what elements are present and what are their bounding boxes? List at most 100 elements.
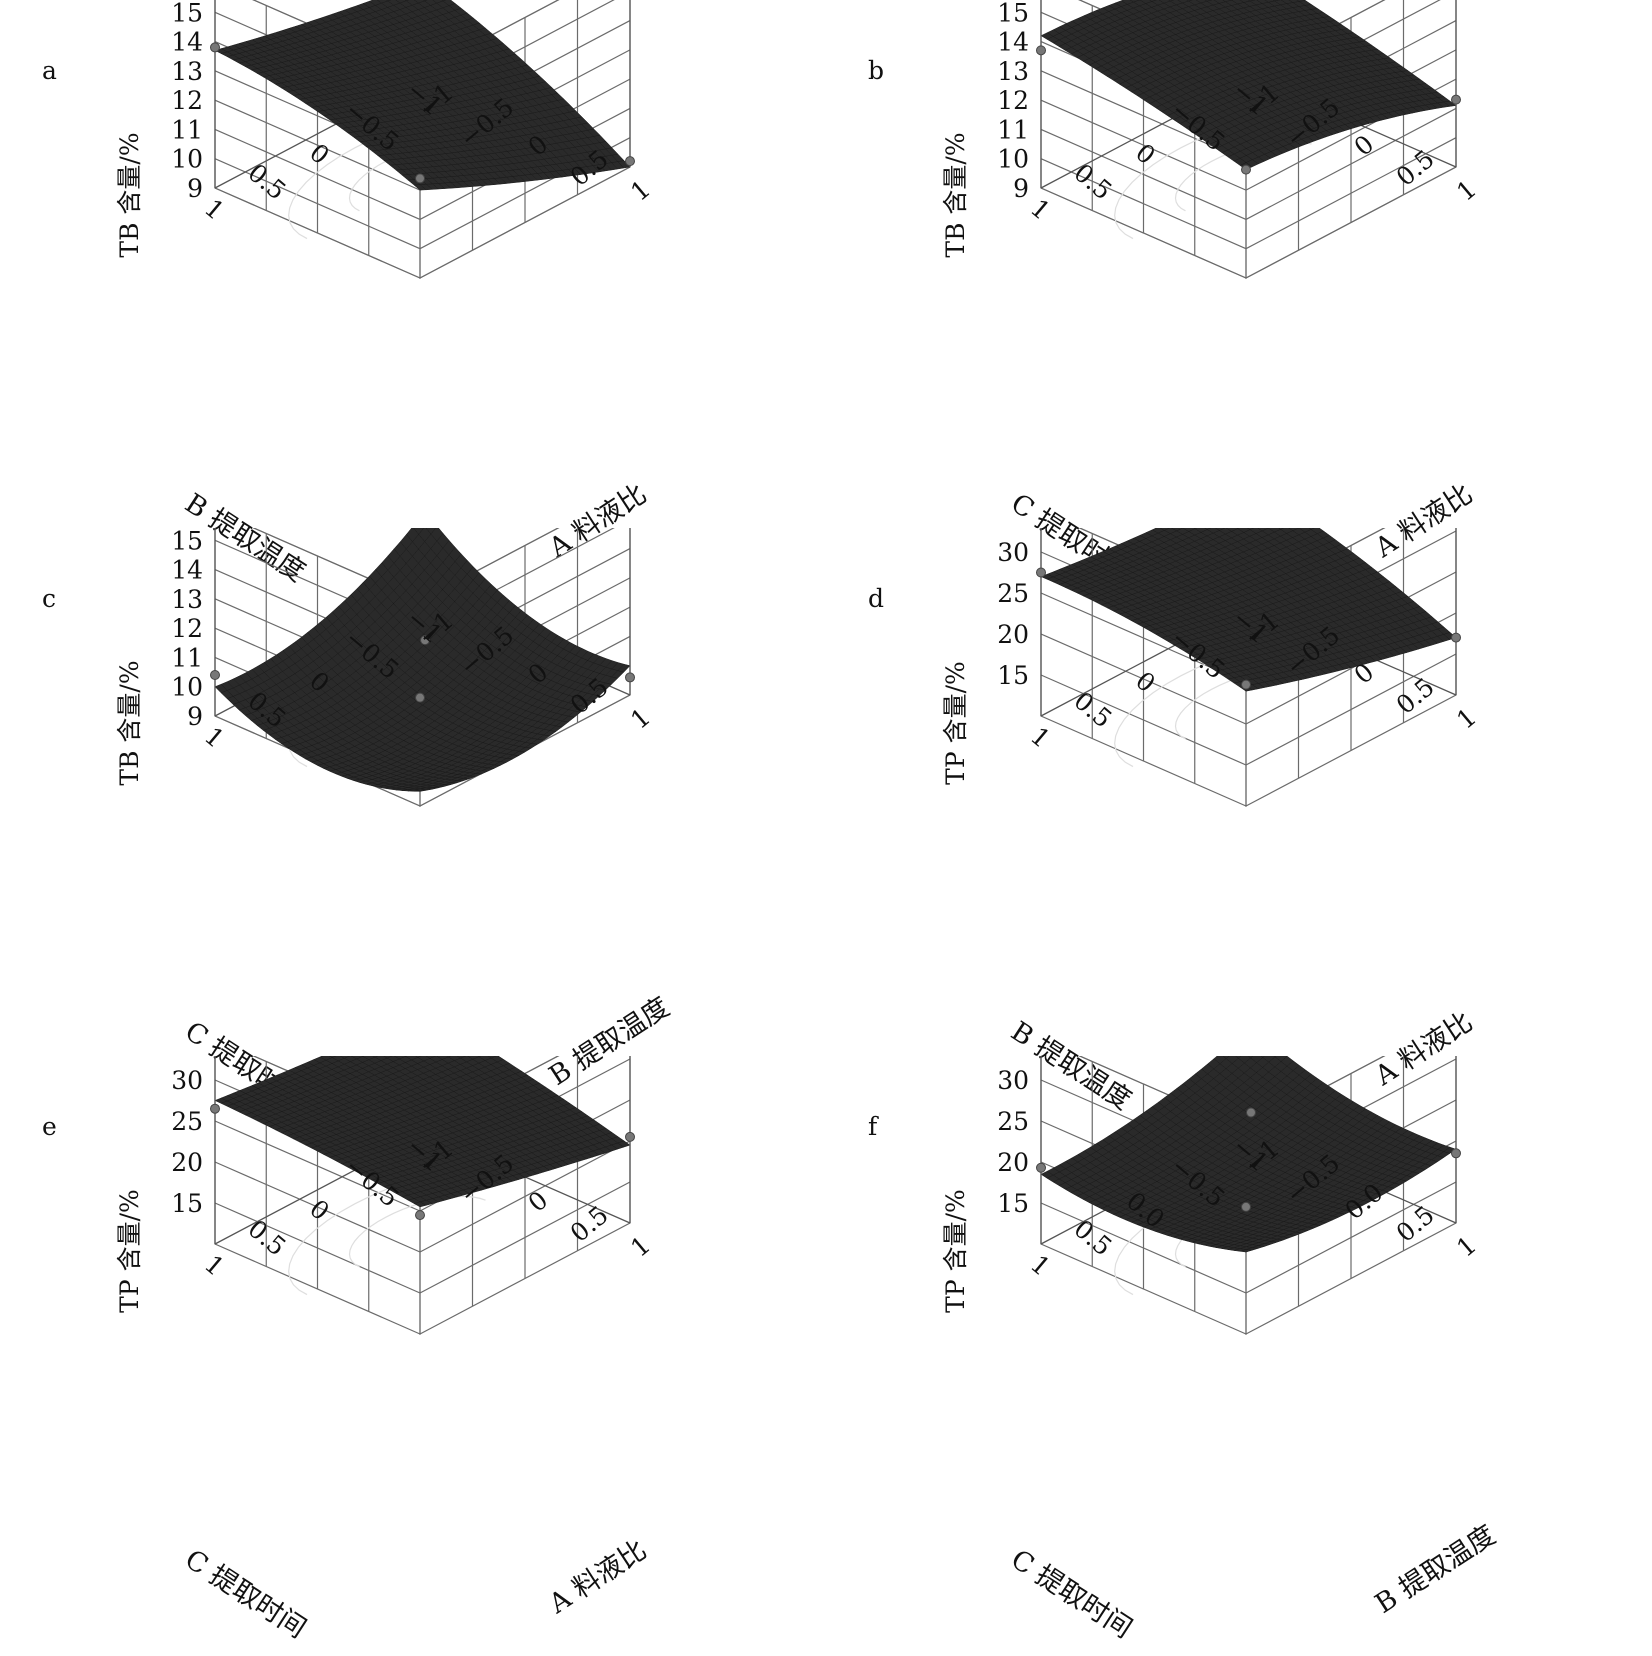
- y-tick-label: 0.5: [1068, 158, 1117, 206]
- z-tick-label: 30: [997, 538, 1029, 567]
- z-axis-label: TP 含量/%: [941, 661, 970, 785]
- chart-panel-f: 353025201510.50.0−0.5−1−1−0.50.00.51fTP …: [826, 1056, 1652, 1645]
- design-point: [1241, 679, 1251, 690]
- wall-gridline: [1040, 107, 1457, 221]
- y-tick-label: 1: [199, 1249, 230, 1281]
- panel-letter: c: [42, 584, 57, 613]
- panel-letter: e: [42, 1112, 57, 1141]
- wall-gridline: [214, 1140, 631, 1253]
- response-surface: [214, 0, 631, 191]
- z-tick-label: 15: [171, 1189, 203, 1218]
- y-tick-label: 1: [199, 721, 230, 753]
- z-tick-label: 9: [187, 702, 203, 731]
- surface-plot-d: 353025201510.50−0.5−1−1−0.500.51: [997, 528, 1482, 807]
- design-point: [625, 672, 635, 683]
- x-tick-label: 0: [523, 1185, 554, 1217]
- z-tick-label: 14: [171, 556, 203, 585]
- y-tick-label: 0: [304, 1194, 335, 1226]
- chart-panel-c: 16151413121110910.50−0.5−1−1−0.500.51cTB…: [0, 528, 826, 1117]
- wall-gridline: [1040, 653, 1457, 766]
- design-point: [625, 1131, 635, 1142]
- design-point: [1451, 632, 1461, 643]
- x-tick-label: 1: [1451, 174, 1482, 206]
- y-tick-label: 0.5: [242, 158, 291, 206]
- z-tick-label: 11: [997, 115, 1029, 144]
- surface-plot-f: 353025201510.50.0−0.5−1−1−0.50.00.51: [997, 1056, 1482, 1335]
- design-point: [415, 1210, 425, 1221]
- z-tick-label: 9: [187, 174, 203, 203]
- z-tick-label: 13: [171, 585, 203, 614]
- design-point: [1036, 567, 1046, 578]
- wall-gridline: [214, 694, 631, 807]
- chart-panel-b: 16151413121110910.50−0.5−1−1−0.500.51bTB…: [826, 0, 1652, 589]
- y-tick-label: 0.5: [1068, 686, 1117, 734]
- z-tick-label: 12: [171, 86, 203, 115]
- design-point: [415, 692, 425, 703]
- x-tick-label: 1: [1451, 1230, 1482, 1262]
- x-tick-label: 1: [625, 702, 656, 734]
- design-point: [1451, 94, 1461, 105]
- panel-letter: a: [42, 56, 57, 85]
- design-point: [1246, 1107, 1256, 1118]
- z-tick-label: 25: [997, 1107, 1029, 1136]
- x-tick-label: 0.5: [1391, 672, 1440, 720]
- z-tick-label: 14: [997, 28, 1029, 57]
- wall-gridline: [1040, 137, 1457, 250]
- z-axis-label: TB 含量/%: [115, 660, 144, 786]
- wall-gridline: [1040, 166, 1457, 279]
- z-tick-label: 30: [171, 1066, 203, 1095]
- design-point: [1036, 1162, 1046, 1173]
- x-tick-label: 0.5: [1391, 144, 1440, 192]
- z-tick-label: 25: [171, 1107, 203, 1136]
- y-tick-label: 0.5: [242, 1214, 291, 1262]
- response-surface: [214, 528, 631, 792]
- z-tick-label: 11: [171, 115, 203, 144]
- panel-letter: b: [868, 56, 885, 85]
- y-tick-label: 1: [1025, 193, 1056, 225]
- y-tick-label: 1: [1025, 721, 1056, 753]
- design-point: [1241, 1201, 1251, 1212]
- z-tick-label: 15: [997, 0, 1029, 27]
- z-tick-label: 30: [997, 1066, 1029, 1095]
- x-tick-label: 1: [625, 174, 656, 206]
- design-point: [1451, 1148, 1461, 1159]
- response-surface: [214, 1056, 631, 1208]
- z-tick-label: 15: [171, 528, 203, 555]
- z-tick-label: 20: [997, 620, 1029, 649]
- x-tick-label: 0: [1349, 129, 1380, 161]
- z-tick-label: 20: [171, 1148, 203, 1177]
- z-axis-label: TB 含量/%: [941, 132, 970, 258]
- y-tick-label: 1: [1025, 1249, 1056, 1281]
- x-tick-label: 0.5: [565, 1200, 614, 1248]
- z-tick-label: 14: [171, 28, 203, 57]
- z-tick-label: 10: [997, 145, 1029, 174]
- surface-plot-a: 16151413121110910.50−0.5−1−1−0.500.51: [171, 0, 656, 279]
- y-tick-label: 1: [199, 193, 230, 225]
- design-point: [210, 1103, 220, 1114]
- z-tick-label: 25: [997, 579, 1029, 608]
- z-tick-label: 10: [171, 145, 203, 174]
- surface-plot-e: 353025201510.50−0.5−1−1−0.500.51: [171, 1056, 656, 1335]
- wall-gridline: [214, 1181, 631, 1294]
- design-point: [1036, 45, 1046, 56]
- y-tick-label: 0: [1130, 666, 1161, 698]
- x-tick-label: 1: [1451, 702, 1482, 734]
- z-axis-label: TP 含量/%: [941, 1189, 970, 1313]
- chart-panel-a: 16151413121110910.50−0.5−1−1−0.500.51aTB…: [0, 0, 826, 588]
- response-surface: [1040, 0, 1457, 170]
- z-tick-label: 20: [997, 1148, 1029, 1177]
- z-tick-label: 13: [171, 57, 203, 86]
- z-tick-label: 15: [171, 0, 203, 27]
- z-tick-label: 11: [171, 643, 203, 672]
- design-point: [1241, 164, 1251, 175]
- z-axis-label: TP 含量/%: [115, 1189, 144, 1313]
- response-surface: [1040, 1056, 1457, 1253]
- z-tick-label: 10: [171, 673, 203, 702]
- panel-letter: f: [868, 1112, 878, 1141]
- wall-gridline: [214, 166, 631, 279]
- response-surface: [1040, 528, 1457, 692]
- wall-gridline: [1040, 1181, 1457, 1294]
- design-point: [210, 670, 220, 680]
